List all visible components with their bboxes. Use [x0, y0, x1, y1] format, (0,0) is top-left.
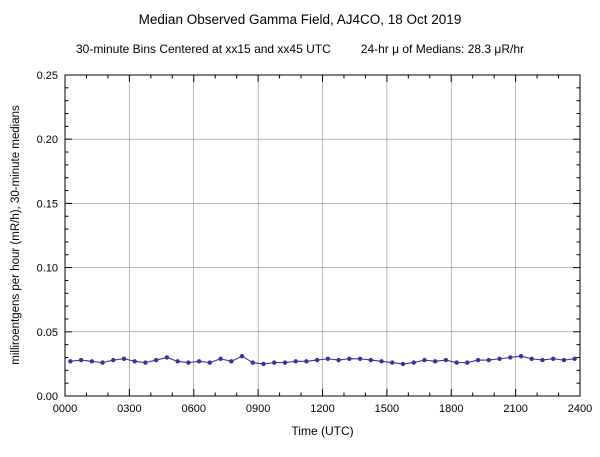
median-data-point — [261, 361, 266, 367]
chart-subtitle: 30-minute Bins Centered at xx15 and xx45… — [0, 42, 600, 56]
median-data-point — [475, 357, 481, 363]
median-data-point — [89, 359, 95, 364]
subtitle-mean: 24-hr μ of Medians: 28.3 μR/hr — [360, 42, 525, 56]
median-data-point — [304, 359, 309, 364]
median-data-point — [78, 357, 84, 363]
y-axis-label: milliroentgens per hour (mR/h), 30-minut… — [10, 105, 22, 365]
median-data-point — [272, 360, 277, 365]
median-data-point — [497, 356, 502, 361]
x-tick-label: 0600 — [182, 403, 206, 415]
median-data-point — [508, 355, 513, 360]
x-tick-label: 2400 — [568, 403, 592, 415]
median-data-point — [153, 357, 159, 363]
median-data-point — [143, 360, 148, 365]
y-tick-label: 0.20 — [37, 134, 58, 146]
x-tick-label: 1200 — [310, 403, 334, 415]
median-data-point — [196, 359, 202, 364]
subtitle-bins: 30-minute Bins Centered at xx15 and xx45… — [75, 42, 331, 56]
y-tick-label: 0.15 — [37, 198, 58, 210]
x-tick-label: 0900 — [246, 403, 270, 415]
median-data-point — [293, 359, 298, 364]
median-data-point — [347, 356, 352, 361]
median-data-point — [572, 356, 577, 361]
chart-title: Median Observed Gamma Field, AJ4CO, 18 O… — [138, 12, 462, 27]
median-data-point — [561, 357, 567, 363]
median-data-point — [454, 360, 459, 365]
median-data-point — [357, 356, 363, 361]
y-tick-label: 0.25 — [37, 70, 58, 82]
x-tick-label: 1500 — [375, 403, 399, 415]
median-data-point — [422, 357, 427, 363]
median-data-point — [250, 360, 255, 365]
median-data-point — [121, 356, 127, 361]
median-data-point — [186, 360, 191, 365]
median-data-point — [486, 357, 492, 363]
median-data-point — [100, 360, 105, 365]
median-data-point — [465, 360, 470, 365]
median-data-point — [390, 360, 395, 365]
median-data-point — [336, 357, 341, 363]
y-tick-label: 0.00 — [37, 391, 58, 403]
y-tick-label: 0.10 — [37, 263, 58, 275]
median-data-point — [518, 353, 524, 359]
median-data-point — [111, 357, 116, 363]
x-axis-label: Time (UTC) — [291, 424, 354, 438]
median-data-point — [432, 359, 438, 364]
median-data-point — [132, 359, 137, 364]
x-tick-label: 2100 — [503, 403, 527, 415]
median-data-point — [218, 356, 223, 361]
x-tick-label: 0300 — [117, 403, 141, 415]
median-data-point — [550, 356, 556, 361]
median-data-point — [379, 359, 384, 364]
median-data-point — [68, 359, 73, 364]
median-data-point — [400, 361, 406, 367]
median-data-point — [368, 357, 373, 363]
median-data-point — [314, 357, 320, 363]
median-data-point — [175, 359, 180, 364]
median-data-point — [325, 356, 331, 361]
median-data-point — [239, 353, 245, 359]
median-data-point — [411, 360, 416, 365]
median-data-point — [529, 356, 534, 361]
median-data-point — [207, 360, 213, 365]
y-tick-label: 0.05 — [37, 327, 58, 339]
median-data-point — [282, 360, 288, 365]
x-tick-label: 0000 — [53, 403, 77, 415]
median-data-point — [443, 357, 449, 363]
x-tick-label: 1800 — [439, 403, 463, 415]
median-data-point — [164, 355, 170, 360]
median-data-point — [229, 359, 234, 364]
median-data-point — [540, 357, 545, 363]
